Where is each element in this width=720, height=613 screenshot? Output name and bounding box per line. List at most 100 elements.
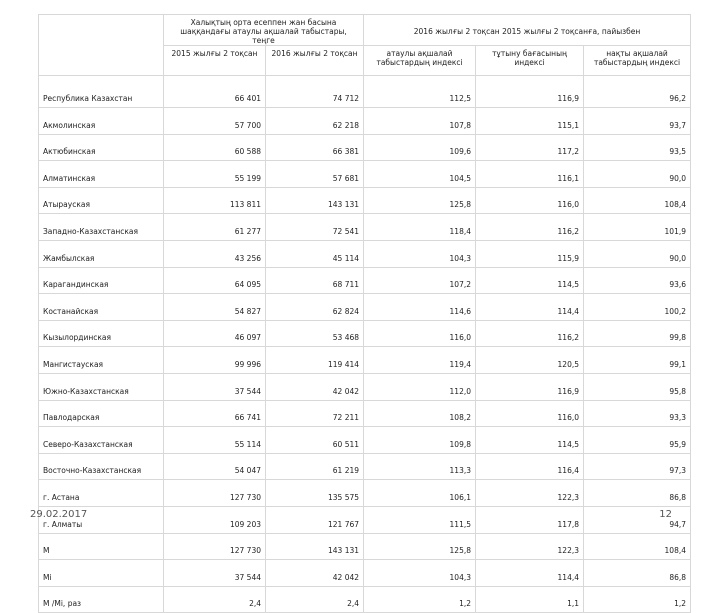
region-label: Кызылординская: [38, 319, 164, 348]
value-cell: 95,8: [583, 372, 692, 401]
region-label: Восточно-Казахстанская: [38, 452, 164, 481]
column-header: 2016 жылғы 2 тоқсан: [264, 45, 365, 76]
value-cell: 108,4: [583, 532, 692, 561]
value-cell: 46 097: [163, 319, 266, 348]
value-cell: 99 996: [163, 346, 266, 374]
value-cell: 55 199: [163, 160, 266, 188]
table-row: Mi 37 544 42 042 104,3 114,4 86,8: [38, 559, 692, 587]
value-cell: 62 824: [264, 293, 365, 321]
value-cell: 127 730: [163, 479, 266, 507]
value-cell: 109 203: [163, 505, 266, 534]
region-label: Жамбылская: [38, 239, 164, 268]
region-label: г. Астана: [38, 479, 164, 507]
value-cell: 90,0: [583, 239, 692, 268]
region-label: Республика Казахстан: [38, 75, 164, 108]
value-cell: 112,5: [363, 75, 477, 108]
region-label: Mi: [38, 559, 164, 587]
value-cell: 122,3: [475, 532, 585, 561]
table-row: Алматинская 55 199 57 681 104,5 116,1 90,0: [38, 160, 692, 188]
region-label: Атырауская: [38, 186, 164, 215]
value-cell: 112,0: [363, 372, 477, 401]
value-cell: 106,1: [363, 479, 477, 507]
table-row: Мангистауская 99 996 119 414 119,4 120,5 99,1: [38, 346, 692, 374]
value-cell: 115,9: [475, 239, 585, 268]
value-cell: 117,8: [475, 505, 585, 534]
value-cell: 68 711: [264, 266, 365, 295]
value-cell: 116,0: [475, 399, 585, 428]
value-cell: 143 131: [264, 186, 365, 215]
value-cell: 109,8: [363, 426, 477, 454]
value-cell: 116,1: [475, 160, 585, 188]
value-cell: 93,6: [583, 266, 692, 295]
value-cell: 93,5: [583, 133, 692, 162]
value-cell: 62 218: [264, 107, 365, 135]
value-cell: 104,5: [363, 160, 477, 188]
value-cell: 122,3: [475, 479, 585, 507]
value-cell: 66 741: [163, 399, 266, 428]
value-cell: 42 042: [264, 372, 365, 401]
value-cell: 108,4: [583, 186, 692, 215]
value-cell: 72 211: [264, 399, 365, 428]
value-cell: 135 575: [264, 479, 365, 507]
region-label: Северо-Казахстанская: [38, 426, 164, 454]
value-cell: 107,2: [363, 266, 477, 295]
table-row: M /Mi, раз 2,4 2,4 1,2 1,1 1,2: [38, 585, 692, 613]
value-cell: 115,1: [475, 107, 585, 135]
value-cell: 114,6: [363, 293, 477, 321]
region-label: Мангистауская: [38, 346, 164, 374]
value-cell: 2,4: [163, 585, 266, 613]
value-cell: 116,2: [475, 213, 585, 241]
value-cell: 45 114: [264, 239, 365, 268]
group-header: 2016 жылғы 2 тоқсан 2015 жылғы 2 тоқсанғ…: [363, 14, 692, 46]
value-cell: 121 767: [264, 505, 365, 534]
region-label: Карагандинская: [38, 266, 164, 295]
value-cell: 90,0: [583, 160, 692, 188]
value-cell: 118,4: [363, 213, 477, 241]
value-cell: 37 544: [163, 372, 266, 401]
value-cell: 127 730: [163, 532, 266, 561]
value-cell: 93,3: [583, 399, 692, 428]
value-cell: 109,6: [363, 133, 477, 162]
region-label: Западно-Казахстанская: [38, 213, 164, 241]
corner-cell: [38, 14, 164, 76]
value-cell: 114,5: [475, 426, 585, 454]
value-cell: 66 381: [264, 133, 365, 162]
value-cell: 74 712: [264, 75, 365, 108]
value-cell: 60 588: [163, 133, 266, 162]
value-cell: 114,5: [475, 266, 585, 295]
group-header: Халықтың орта есеппен жан басына шаққанд…: [162, 14, 365, 46]
value-cell: 42 042: [264, 559, 365, 587]
value-cell: 125,8: [363, 186, 477, 215]
value-cell: 101,9: [583, 213, 692, 241]
value-cell: 1,2: [363, 585, 477, 613]
column-header: тұтыну бағасының индексі: [475, 45, 585, 76]
value-cell: 57 681: [264, 160, 365, 188]
table-row: Северо-Казахстанская 55 114 60 511 109,8 114…: [38, 426, 692, 454]
data-table: Халықтың орта есеппен жан басына шаққанд…: [38, 14, 692, 613]
value-cell: 1,1: [475, 585, 585, 613]
region-label: M /Mi, раз: [38, 585, 164, 613]
value-cell: 37 544: [163, 559, 266, 587]
value-cell: 116,2: [475, 319, 585, 348]
value-cell: 55 114: [163, 426, 266, 454]
value-cell: 43 256: [163, 239, 266, 268]
table-row: Карагандинская 64 095 68 711 107,2 114,5 93,6: [38, 266, 692, 295]
value-cell: 61 277: [163, 213, 266, 241]
value-cell: 96,2: [583, 75, 692, 108]
table-row: Республика Казахстан 66 401 74 712 112,5 116…: [38, 75, 692, 108]
value-cell: 108,2: [363, 399, 477, 428]
value-cell: 99,1: [583, 346, 692, 374]
value-cell: 72 541: [264, 213, 365, 241]
value-cell: 95,9: [583, 426, 692, 454]
region-label: Акмолинская: [38, 107, 164, 135]
value-cell: 97,3: [583, 452, 692, 481]
value-cell: 116,0: [363, 319, 477, 348]
value-cell: 113 811: [163, 186, 266, 215]
table-row: Акмолинская 57 700 62 218 107,8 115,1 93,7: [38, 107, 692, 135]
table-row: Южно-Казахстанская 37 544 42 042 112,0 116,9…: [38, 372, 692, 401]
table-row: Кызылординская 46 097 53 468 116,0 116,2 99,8: [38, 319, 692, 348]
value-cell: 119 414: [264, 346, 365, 374]
column-header: 2015 жылғы 2 тоқсан: [163, 45, 266, 76]
value-cell: 99,8: [583, 319, 692, 348]
value-cell: 111,5: [363, 505, 477, 534]
